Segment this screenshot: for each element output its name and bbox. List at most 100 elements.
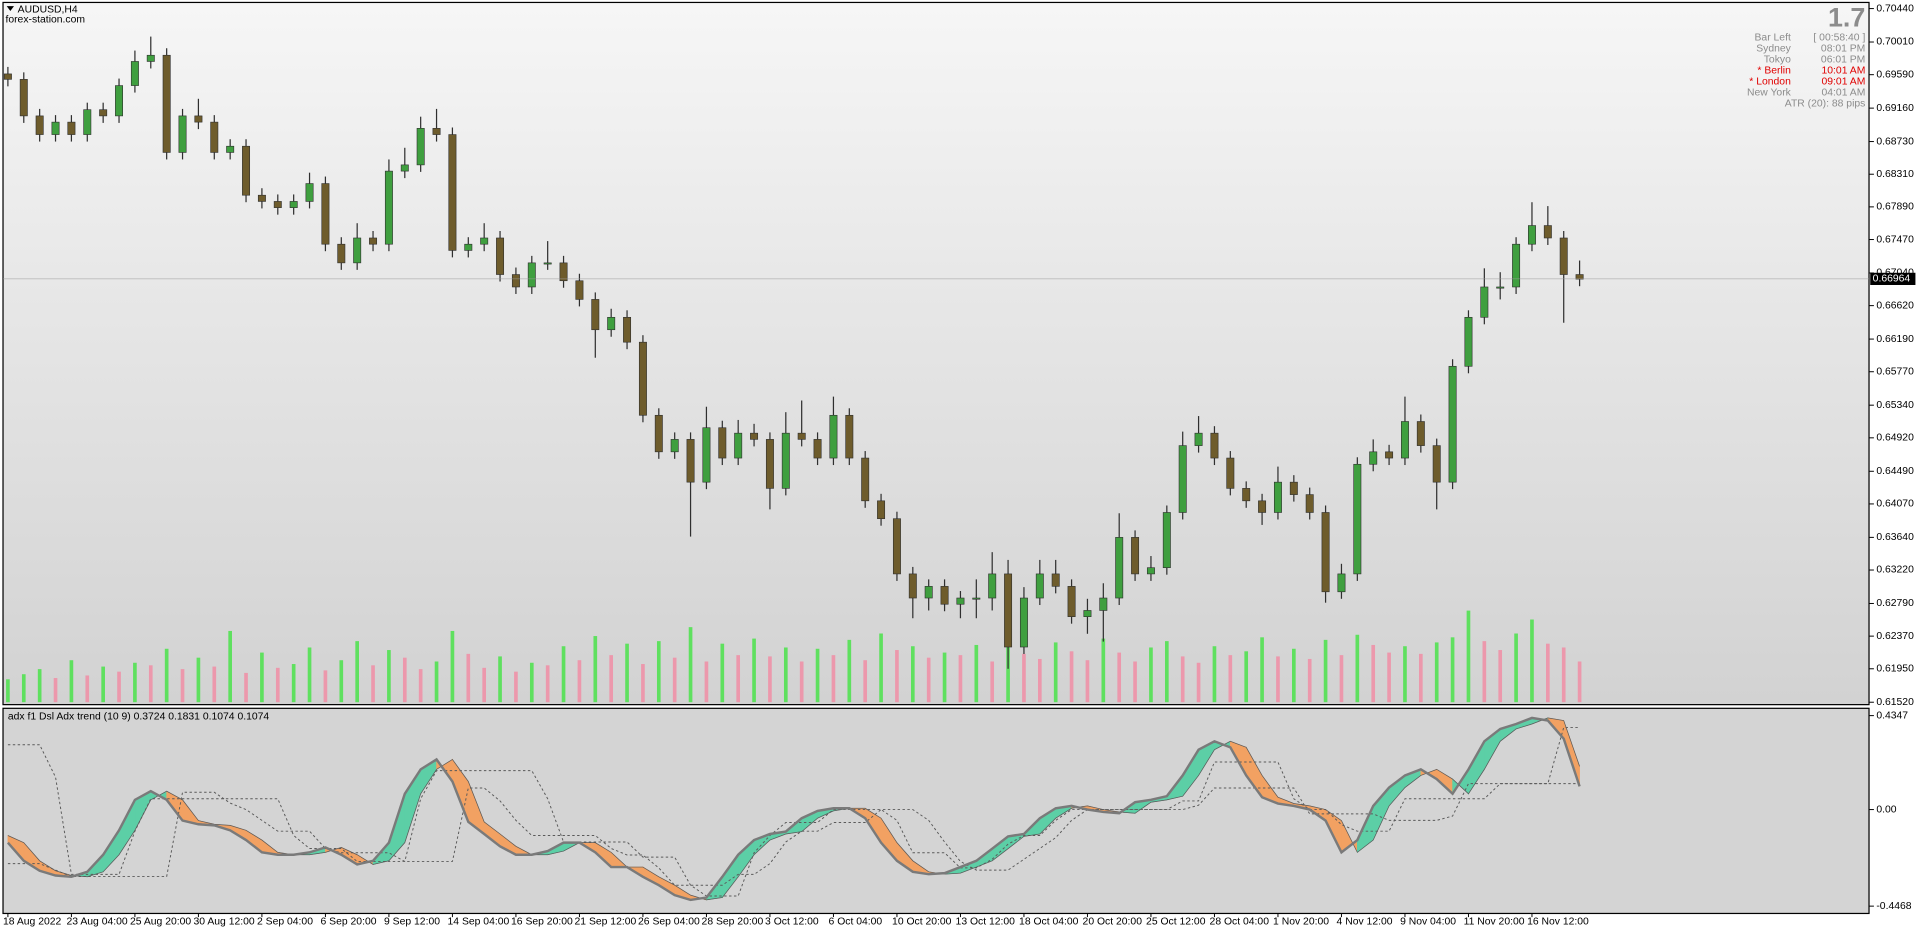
volume-bar [704, 661, 709, 703]
candle-body [543, 262, 552, 265]
volume-bar [164, 648, 169, 703]
volume-bar [1133, 661, 1137, 703]
y-tick-label: 0.61950 [1876, 664, 1914, 675]
menu-arrow[interactable] [6, 6, 15, 11]
volume-bar [1069, 651, 1074, 703]
candle-body [1273, 481, 1282, 513]
candle-body [1464, 316, 1473, 367]
candle-body [1289, 481, 1298, 495]
candle-body [511, 274, 520, 288]
y-tick-label: 0.62370 [1876, 631, 1914, 642]
candle-body [99, 109, 108, 117]
volume-bar [577, 660, 582, 703]
candle-body [750, 432, 759, 440]
candle-body [273, 201, 282, 208]
indicator-line [6, 716, 1581, 902]
candle-body [797, 432, 806, 440]
x-tick-label: 21 Sep 12:00 [575, 917, 637, 928]
candle-body [1258, 500, 1267, 513]
y-tick-label: 0.64070 [1876, 499, 1914, 510]
volume-bar [815, 648, 820, 703]
candle-body [384, 170, 393, 245]
x-tick-label: 18 Aug 2022 [3, 917, 62, 928]
volume-bar [69, 660, 74, 703]
y-tick-label: 0.70010 [1876, 37, 1914, 48]
info-label: Tokyo [1764, 55, 1791, 66]
candle-body [416, 128, 425, 166]
candle-body [289, 201, 298, 208]
candle-body [1146, 567, 1155, 575]
x-tick-label: 11 Nov 20:00 [1464, 917, 1525, 928]
volume-bar [180, 669, 185, 703]
candle-body [845, 414, 854, 459]
candle-body [1527, 225, 1536, 245]
candle-body [702, 427, 711, 483]
volume-bar [1339, 655, 1344, 703]
candle-body [1210, 432, 1219, 459]
volume-bar [736, 655, 741, 703]
volume-bar [212, 666, 217, 703]
x-tick-label: 16 Sep 20:00 [511, 917, 573, 928]
volume-bar [974, 644, 979, 703]
volume-bar [514, 671, 518, 703]
volume-bar [1260, 637, 1264, 703]
candle-body [829, 414, 838, 459]
candle-body [1337, 573, 1346, 593]
candle-body [1035, 573, 1044, 599]
y-tick-label: 0.00 [1876, 804, 1896, 815]
x-tick-label: 10 Oct 20:00 [892, 917, 952, 928]
x-tick-label: 14 Sep 04:00 [448, 917, 510, 928]
x-tick-label: 2 Sep 04:00 [257, 917, 313, 928]
candle-body [146, 54, 155, 62]
candle-body [908, 573, 917, 599]
candle-body [1099, 597, 1108, 611]
candle-body [1067, 586, 1076, 617]
volume-bar [260, 652, 264, 703]
volume-bar [323, 670, 328, 703]
candle-body [1242, 488, 1251, 502]
price-label: 0.66964 [1873, 274, 1911, 285]
volume-bar [783, 647, 788, 703]
site: forex-station.com [5, 14, 85, 25]
x-tick-label: 25 Oct 12:00 [1146, 917, 1206, 928]
y-tick-label: 0.4347 [1876, 710, 1908, 721]
candle-body [591, 299, 600, 331]
candle-body [1321, 512, 1330, 593]
candle-body [940, 586, 949, 605]
y-tick-label: 0.65770 [1876, 366, 1914, 377]
candle-body [877, 500, 886, 520]
volume-bar [37, 669, 42, 703]
candle-body [1131, 537, 1140, 575]
indicator-line [7, 717, 1580, 901]
candle-body [686, 439, 695, 483]
indicator-title: adx f1 Dsl Adx trend (10 9) 0.3724 0.183… [8, 712, 270, 723]
candle-body [480, 237, 489, 245]
volume-bar [498, 656, 502, 703]
candle-body [353, 237, 362, 264]
candle-body [1448, 365, 1457, 483]
volume-bar [1514, 633, 1518, 703]
volume-bar [1466, 610, 1471, 703]
volume-bar [1387, 652, 1391, 703]
volume-bar [85, 675, 90, 703]
candle-body [861, 457, 870, 502]
info-value: 10:01 AM [1822, 66, 1866, 77]
volume-bar [466, 653, 471, 703]
volume-bar [6, 679, 10, 703]
volume-bar [1323, 639, 1328, 703]
volume-bar [371, 665, 375, 703]
plot-layer [3, 36, 1870, 902]
volume-bar [847, 639, 852, 703]
x-tick-label: 28 Oct 04:00 [1210, 917, 1270, 928]
indicator-line [7, 726, 1580, 897]
y-tick-label: 0.65340 [1876, 400, 1914, 411]
volume-bar [958, 655, 963, 703]
candle-body [3, 73, 12, 80]
candle-body [1162, 512, 1171, 569]
volume-bar [656, 641, 661, 703]
candle-body [369, 237, 378, 245]
volume-bar [529, 662, 534, 703]
candle-body [1226, 457, 1235, 489]
candle-body [337, 243, 346, 264]
